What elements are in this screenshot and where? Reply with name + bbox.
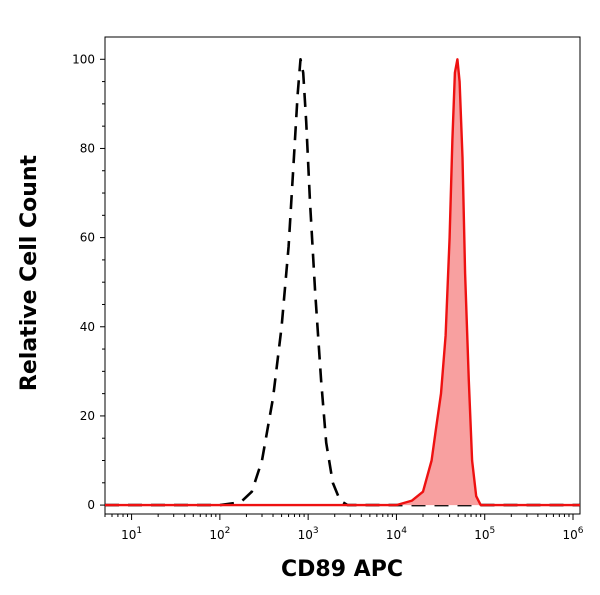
y-axis-title: Relative Cell Count — [17, 154, 42, 391]
series-1-line — [105, 58, 580, 507]
x-axis-title: CD89 APC — [281, 557, 403, 582]
x-tick-label: 103 — [298, 526, 319, 542]
x-tick-label: 102 — [209, 526, 230, 542]
x-tick-label: 106 — [563, 526, 584, 542]
series-2-area — [105, 59, 580, 506]
y-tick-label: 100 — [72, 52, 95, 66]
y-tick-label: 40 — [80, 320, 95, 334]
series-2-line — [105, 58, 580, 507]
x-axis: 101 102 103 104 105 106 — [104, 514, 584, 542]
y-tick-label: 60 — [80, 231, 95, 245]
series-layer — [105, 58, 580, 507]
y-tick-label: 80 — [80, 141, 95, 155]
y-tick-label: 20 — [80, 409, 95, 423]
y-axis: 0 20 40 60 80 100 — [72, 52, 105, 512]
x-tick-label: 104 — [386, 526, 407, 542]
x-tick-label: 101 — [121, 526, 142, 542]
x-tick-label: 105 — [474, 526, 495, 542]
y-tick-label: 0 — [87, 498, 95, 512]
plot-frame — [104, 36, 581, 515]
